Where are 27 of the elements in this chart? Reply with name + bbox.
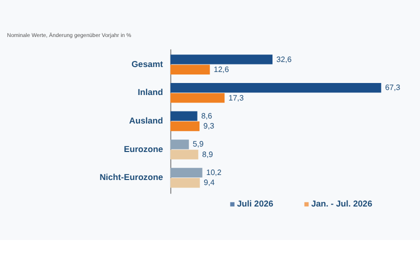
bar [170,64,210,74]
data-label: 32,6 [276,54,292,64]
legend-label: Juli 2026 [237,198,274,209]
data-label: 67,3 [385,83,400,92]
y-tick-label: Ausland [129,116,163,126]
bar [170,140,189,150]
data-label: 8,6 [201,111,212,120]
y-tick-label: Inland [138,87,163,98]
data-label: 10,2 [206,168,222,178]
data-label: 5,9 [192,140,204,149]
bar [170,178,200,188]
data-label: 9,3 [203,122,214,131]
data-label: 12,6 [214,64,229,74]
bar [170,150,198,160]
data-label: 8,9 [202,150,214,159]
bar [170,82,382,93]
legend-label: Jan. - Jul. 2026 [311,198,372,209]
bar [170,168,202,178]
data-label: 9,4 [204,178,216,188]
bar [170,111,198,121]
bar [170,54,272,64]
bar [170,121,200,132]
y-tick-label: Eurozone [124,144,164,154]
bar [170,93,225,103]
y-tick-label: Gesamt [132,58,164,69]
y-tick-label: Nicht-Eurozone [100,172,164,182]
data-label: 17,3 [228,93,244,102]
